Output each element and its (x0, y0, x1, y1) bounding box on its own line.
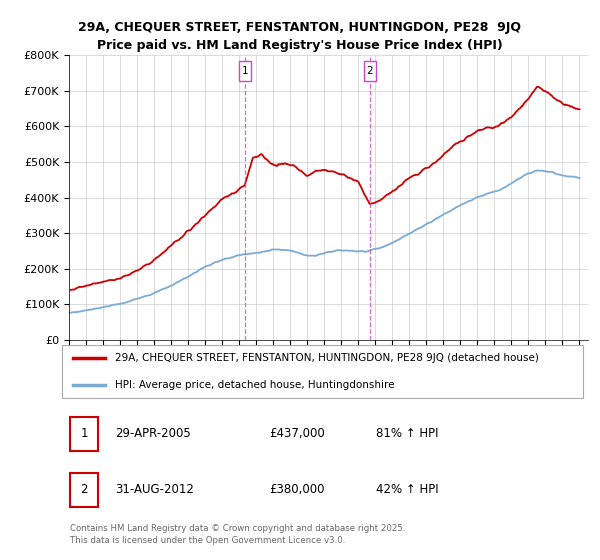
Text: £380,000: £380,000 (269, 483, 325, 496)
FancyBboxPatch shape (239, 61, 251, 81)
Text: 2: 2 (80, 483, 88, 496)
FancyBboxPatch shape (364, 61, 376, 81)
Text: Contains HM Land Registry data © Crown copyright and database right 2025.
This d: Contains HM Land Registry data © Crown c… (70, 524, 406, 544)
Text: £437,000: £437,000 (269, 427, 325, 440)
Text: 31-AUG-2012: 31-AUG-2012 (115, 483, 194, 496)
Text: 29A, CHEQUER STREET, FENSTANTON, HUNTINGDON, PE28 9JQ (detached house): 29A, CHEQUER STREET, FENSTANTON, HUNTING… (115, 353, 539, 363)
Text: 42% ↑ HPI: 42% ↑ HPI (376, 483, 438, 496)
Text: 29-APR-2005: 29-APR-2005 (115, 427, 191, 440)
FancyBboxPatch shape (70, 473, 98, 507)
FancyBboxPatch shape (70, 417, 98, 451)
Text: 1: 1 (80, 427, 88, 440)
Text: 1: 1 (241, 66, 248, 76)
Text: 29A, CHEQUER STREET, FENSTANTON, HUNTINGDON, PE28  9JQ
Price paid vs. HM Land Re: 29A, CHEQUER STREET, FENSTANTON, HUNTING… (79, 21, 521, 52)
FancyBboxPatch shape (62, 345, 583, 399)
Text: 2: 2 (367, 66, 373, 76)
Text: 81% ↑ HPI: 81% ↑ HPI (376, 427, 438, 440)
Text: HPI: Average price, detached house, Huntingdonshire: HPI: Average price, detached house, Hunt… (115, 380, 395, 390)
